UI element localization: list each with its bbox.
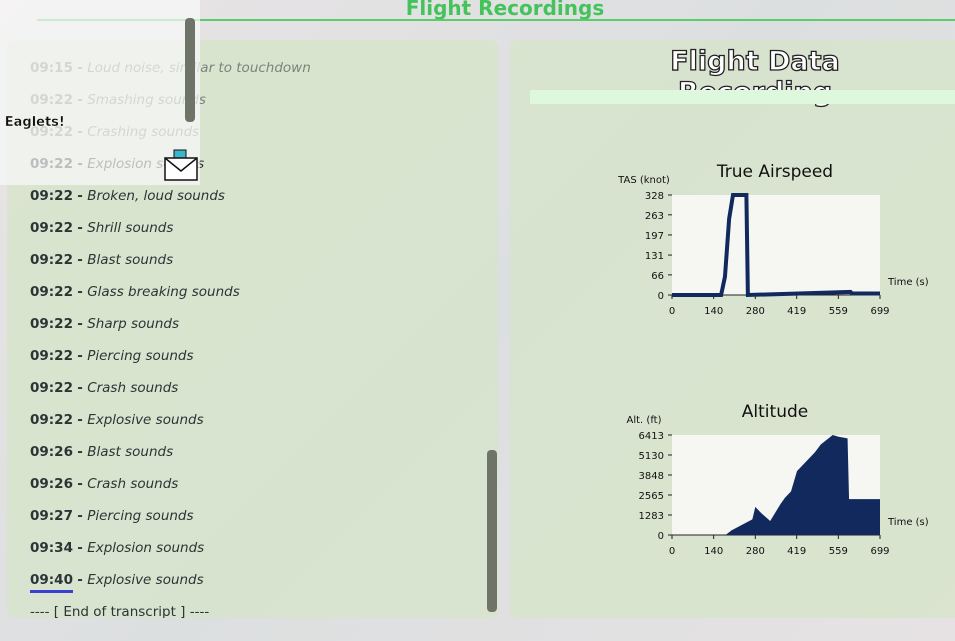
entry-time: 09:22 — [30, 284, 73, 300]
x-tick-label: 0 — [669, 306, 675, 317]
entry-separator: - — [77, 348, 83, 364]
x-tick-label: 699 — [870, 306, 889, 317]
transcript-entry: 09:22 - Explosive sounds — [30, 412, 204, 428]
transcript-entry: 09:40 - Explosive sounds — [30, 572, 204, 588]
transcript-end: ---- [ End of transcript ] ---- — [30, 604, 210, 618]
entry-text: Piercing sounds — [87, 348, 194, 364]
data-area — [672, 435, 880, 535]
transcript-entry: 09:34 - Explosion sounds — [30, 540, 204, 556]
mail-icon[interactable] — [164, 148, 200, 182]
progress-bar — [530, 90, 955, 104]
header-rule — [37, 19, 955, 21]
overlay-text: t Eaglets! — [0, 115, 65, 130]
x-tick-label: 559 — [829, 306, 848, 317]
x-tick-label: 280 — [746, 306, 765, 317]
chart-title: Altitude — [742, 402, 808, 422]
x-axis-label: Time (s) — [887, 277, 929, 288]
entry-text: Broken, loud sounds — [87, 188, 225, 204]
y-tick-label: 0 — [658, 531, 664, 542]
transcript-entry: 09:22 - Glass breaking sounds — [30, 284, 240, 300]
entry-text: Crash sounds — [87, 380, 179, 396]
x-tick-label: 699 — [870, 546, 889, 557]
y-axis-label: TAS (knot) — [617, 175, 670, 186]
entry-text: Blast sounds — [87, 444, 174, 460]
entry-separator: - — [77, 476, 83, 492]
y-tick-label: 328 — [645, 191, 664, 202]
entry-text: Explosive sounds — [87, 572, 204, 588]
entry-separator: - — [77, 316, 83, 332]
entry-time: 09:40 — [30, 572, 73, 588]
entry-text: Piercing sounds — [87, 508, 194, 524]
entry-time: 09:26 — [30, 476, 73, 492]
entry-text: Crash sounds — [87, 476, 179, 492]
y-tick-label: 263 — [645, 211, 664, 222]
y-tick-label: 6413 — [639, 431, 664, 442]
transcript-entry: 09:26 - Blast sounds — [30, 444, 173, 460]
entry-text: Explosion sounds — [87, 540, 205, 556]
chart-title: True Airspeed — [716, 162, 833, 182]
transcript-entry: 09:22 - Sharp sounds — [30, 316, 179, 332]
entry-time: 09:27 — [30, 508, 73, 524]
entry-separator: - — [77, 540, 83, 556]
plot-area — [672, 195, 880, 295]
entry-time: 09:22 — [30, 380, 73, 396]
entry-separator: - — [77, 188, 83, 204]
entry-separator: - — [77, 380, 83, 396]
entry-text: Glass breaking sounds — [87, 284, 240, 300]
transcript-entry: 09:22 - Shrill sounds — [30, 220, 173, 236]
x-tick-label: 280 — [746, 546, 765, 557]
entry-time: 09:22 — [30, 220, 73, 236]
entry-separator: - — [77, 572, 83, 588]
y-tick-label: 3848 — [639, 471, 664, 482]
entry-time: 09:22 — [30, 348, 73, 364]
entry-text: Explosive sounds — [87, 412, 204, 428]
transcript-entry: 09:22 - Crash sounds — [30, 380, 178, 396]
entry-separator: - — [77, 252, 83, 268]
y-tick-label: 0 — [658, 291, 664, 302]
y-axis-label: Alt. (ft) — [627, 415, 662, 426]
entry-text: Shrill sounds — [87, 220, 174, 236]
x-axis-label: Time (s) — [887, 517, 929, 528]
x-tick-label: 419 — [787, 546, 806, 557]
transcript-entry: 09:26 - Crash sounds — [30, 476, 178, 492]
entry-separator: - — [77, 508, 83, 524]
transcript-entry: 09:27 - Piercing sounds — [30, 508, 194, 524]
y-tick-label: 2565 — [639, 491, 664, 502]
y-tick-label: 197 — [645, 231, 664, 242]
data-line — [672, 193, 880, 298]
entry-separator: - — [77, 444, 83, 460]
entry-text: Sharp sounds — [87, 316, 180, 332]
scrollbar[interactable] — [185, 18, 195, 122]
entry-time: 09:26 — [30, 444, 73, 460]
y-tick-label: 66 — [651, 271, 664, 282]
y-tick-label: 1283 — [639, 511, 664, 522]
entry-text: Blast sounds — [87, 252, 174, 268]
entry-time: 09:22 — [30, 188, 73, 204]
entry-separator: - — [77, 220, 83, 236]
entry-time: 09:34 — [30, 540, 73, 556]
entry-time: 09:22 — [30, 252, 73, 268]
x-tick-label: 559 — [829, 546, 848, 557]
x-tick-label: 0 — [669, 546, 675, 557]
scrollbar[interactable] — [487, 450, 497, 612]
x-tick-label: 140 — [704, 306, 723, 317]
x-tick-label: 140 — [704, 546, 723, 557]
transcript-entry: 09:22 - Broken, loud sounds — [30, 188, 225, 204]
transcript-entry: 09:22 - Blast sounds — [30, 252, 173, 268]
entry-time: 09:22 — [30, 412, 73, 428]
transcript-entry: 09:22 - Piercing sounds — [30, 348, 194, 364]
charts: True Airspeed TAS (knot) Time (s) 0 66 131 197… — [617, 162, 929, 557]
entry-time: 09:22 — [30, 316, 73, 332]
x-tick-label: 419 — [787, 306, 806, 317]
y-tick-label: 5130 — [639, 451, 664, 462]
y-tick-label: 131 — [645, 251, 664, 262]
notification-overlay: t Eaglets! — [0, 0, 200, 185]
header-title: Flight Recordings — [405, 0, 605, 20]
entry-separator: - — [77, 412, 83, 428]
entry-separator: - — [77, 284, 83, 300]
